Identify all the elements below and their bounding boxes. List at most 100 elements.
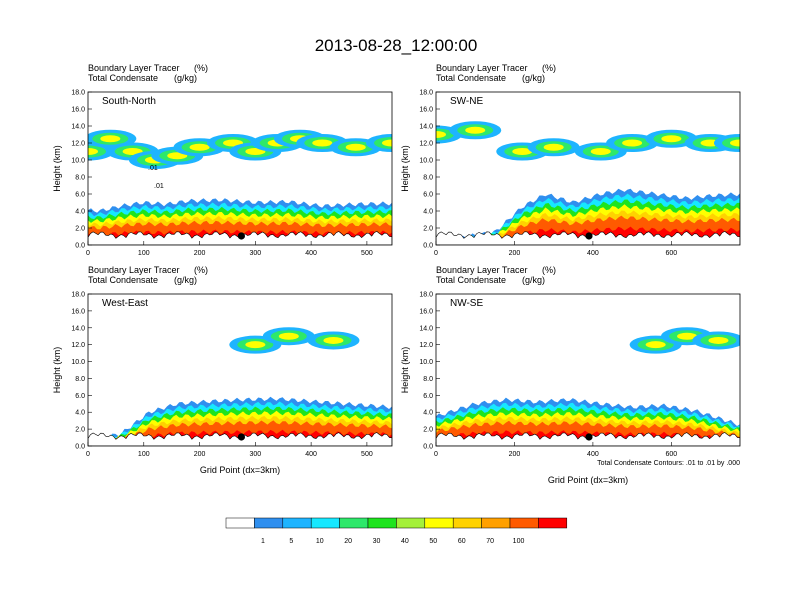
colorbar: 1 5 10 20 30 40 50 60 70 100 [225,517,568,545]
plot-frame [87,293,393,447]
plot-area: South-North 0.0 2.0 4.0 6.0 8.0 10.0 12.0 14.0 16… [52,90,393,257]
y-tick-label: 16.0 [419,308,433,315]
y-tick-label: 18.0 [71,292,85,299]
y-tick-label: 18.0 [419,292,433,299]
y-tick-label: 12.0 [419,342,433,349]
x-tick-label: 200 [194,451,206,458]
colorbar-label: 40 [401,538,409,545]
colorbar-swatch [538,517,568,529]
colorbar-swatch [225,517,255,529]
x-tick-label: 400 [587,250,599,257]
panel-contour-units: (g/kg) [174,73,197,83]
tracer-plume [278,332,299,340]
panel-field-units: (%) [194,265,208,275]
panel-south-north: Boundary Layer Tracer (%) Total Condensa… [52,63,393,257]
contour-label: .01 [154,183,164,190]
tracer-plume [245,341,266,349]
tracer-plume [622,139,643,147]
panel-name: NW-SE [450,298,483,309]
colorbar-label: 50 [429,538,437,545]
y-tick-label: 16.0 [71,308,85,315]
panel-west-east: Boundary Layer Tracer (%) Total Condensa… [52,265,393,475]
y-tick-label: 14.0 [419,325,433,332]
y-tick-label: 16.0 [71,107,85,114]
colorbar-label: 1 [261,538,265,545]
y-tick-label: 14.0 [71,124,85,131]
plot-frame [87,91,393,246]
plot-frame [435,293,741,447]
tracer-plume [590,148,611,155]
y-axis-label: Height (km) [52,145,62,192]
y-tick-label: 0.0 [75,444,85,451]
x-tick-label: 400 [305,451,317,458]
tracer-plume [512,148,533,155]
colorbar-label: 60 [458,538,466,545]
y-axis-label: Height (km) [52,347,62,394]
panel-contour-label: Total Condensate [436,275,506,285]
tracer-plume [436,131,446,138]
plot-frame [435,91,741,246]
colorbar-swatch [509,517,539,529]
x-tick-label: 100 [138,451,150,458]
y-tick-label: 4.0 [423,209,433,216]
colorbar-label: 20 [344,538,352,545]
tracer-plume [245,148,266,155]
figure-title: 2013-08-28_12:00:00 [315,36,478,55]
x-tick-label: 300 [249,250,261,257]
y-tick-label: 4.0 [75,209,85,216]
panel-field-units: (%) [194,63,208,73]
panel-name: South-North [102,96,156,107]
x-tick-label: 600 [666,451,678,458]
tracer-plume [100,135,121,143]
x-tick-label: 500 [361,250,373,257]
colorbar-swatch [481,517,511,529]
tracer-plume [645,341,666,349]
tracer-plume [189,143,210,151]
y-tick-label: 6.0 [423,393,433,400]
y-tick-label: 10.0 [71,158,85,165]
y-tick-label: 12.0 [71,342,85,349]
tracer-plume [661,135,682,143]
location-marker [585,433,593,441]
y-tick-label: 2.0 [75,427,85,434]
y-tick-label: 8.0 [423,175,433,182]
tracer-plume [167,152,188,160]
panel-sw-ne: Boundary Layer Tracer (%) Total Condensa… [400,63,741,257]
y-tick-label: 2.0 [75,226,85,233]
colorbar-label: 100 [513,538,525,545]
colorbar-swatch [254,517,284,529]
y-tick-label: 6.0 [75,192,85,199]
y-tick-label: 4.0 [75,410,85,417]
y-tick-label: 8.0 [75,376,85,383]
panel-contour-units: (g/kg) [174,275,197,285]
x-tick-label: 100 [138,250,150,257]
panel-nw-se: Boundary Layer Tracer (%) Total Condensa… [400,265,741,485]
tracer-plume [323,336,344,344]
y-tick-label: 18.0 [71,90,85,97]
panel-contour-label: Total Condensate [88,73,158,83]
tracer-plume [677,332,698,340]
y-tick-label: 12.0 [71,141,85,148]
x-axis-label: Grid Point (dx=3km) [200,465,280,475]
panel-contour-units: (g/kg) [522,275,545,285]
x-tick-label: 0 [434,451,438,458]
panel-contour-label: Total Condensate [436,73,506,83]
x-tick-label: 300 [249,451,261,458]
y-tick-label: 4.0 [423,410,433,417]
colorbar-swatch [367,517,397,529]
y-tick-label: 14.0 [419,124,433,131]
x-tick-label: 200 [194,250,206,257]
x-tick-label: 200 [509,451,521,458]
colorbar-label: 5 [289,538,293,545]
y-tick-label: 0.0 [75,243,85,250]
plot-area: SW-NE 0.0 2.0 4.0 6.0 8.0 10.0 12.0 14.0 16.0 18.0… [400,90,741,257]
y-tick-label: 6.0 [75,393,85,400]
colorbar-swatch [310,517,340,529]
tracer-plume [122,148,143,155]
y-tick-label: 0.0 [423,243,433,250]
x-tick-label: 400 [305,250,317,257]
location-marker [585,232,593,240]
location-marker [237,433,245,441]
tracer-plume [730,139,740,147]
colorbar-label: 30 [373,538,381,545]
